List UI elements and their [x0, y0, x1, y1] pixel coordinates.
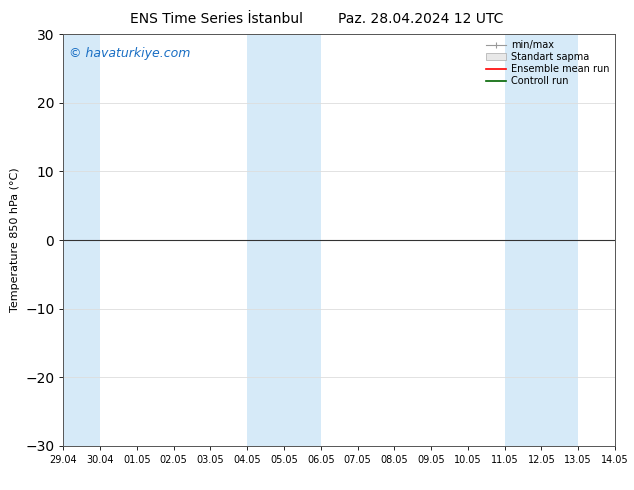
Text: ENS Time Series İstanbul        Paz. 28.04.2024 12 UTC: ENS Time Series İstanbul Paz. 28.04.2024… [131, 12, 503, 26]
Text: © havaturkiye.com: © havaturkiye.com [69, 47, 190, 60]
Bar [247, 34, 321, 446]
Bar [63, 34, 100, 446]
Bar [505, 34, 578, 446]
Y-axis label: Temperature 850 hPa (°C): Temperature 850 hPa (°C) [10, 168, 20, 313]
Legend: min/max, Standart sapma, Ensemble mean run, Controll run: min/max, Standart sapma, Ensemble mean r… [483, 37, 612, 89]
